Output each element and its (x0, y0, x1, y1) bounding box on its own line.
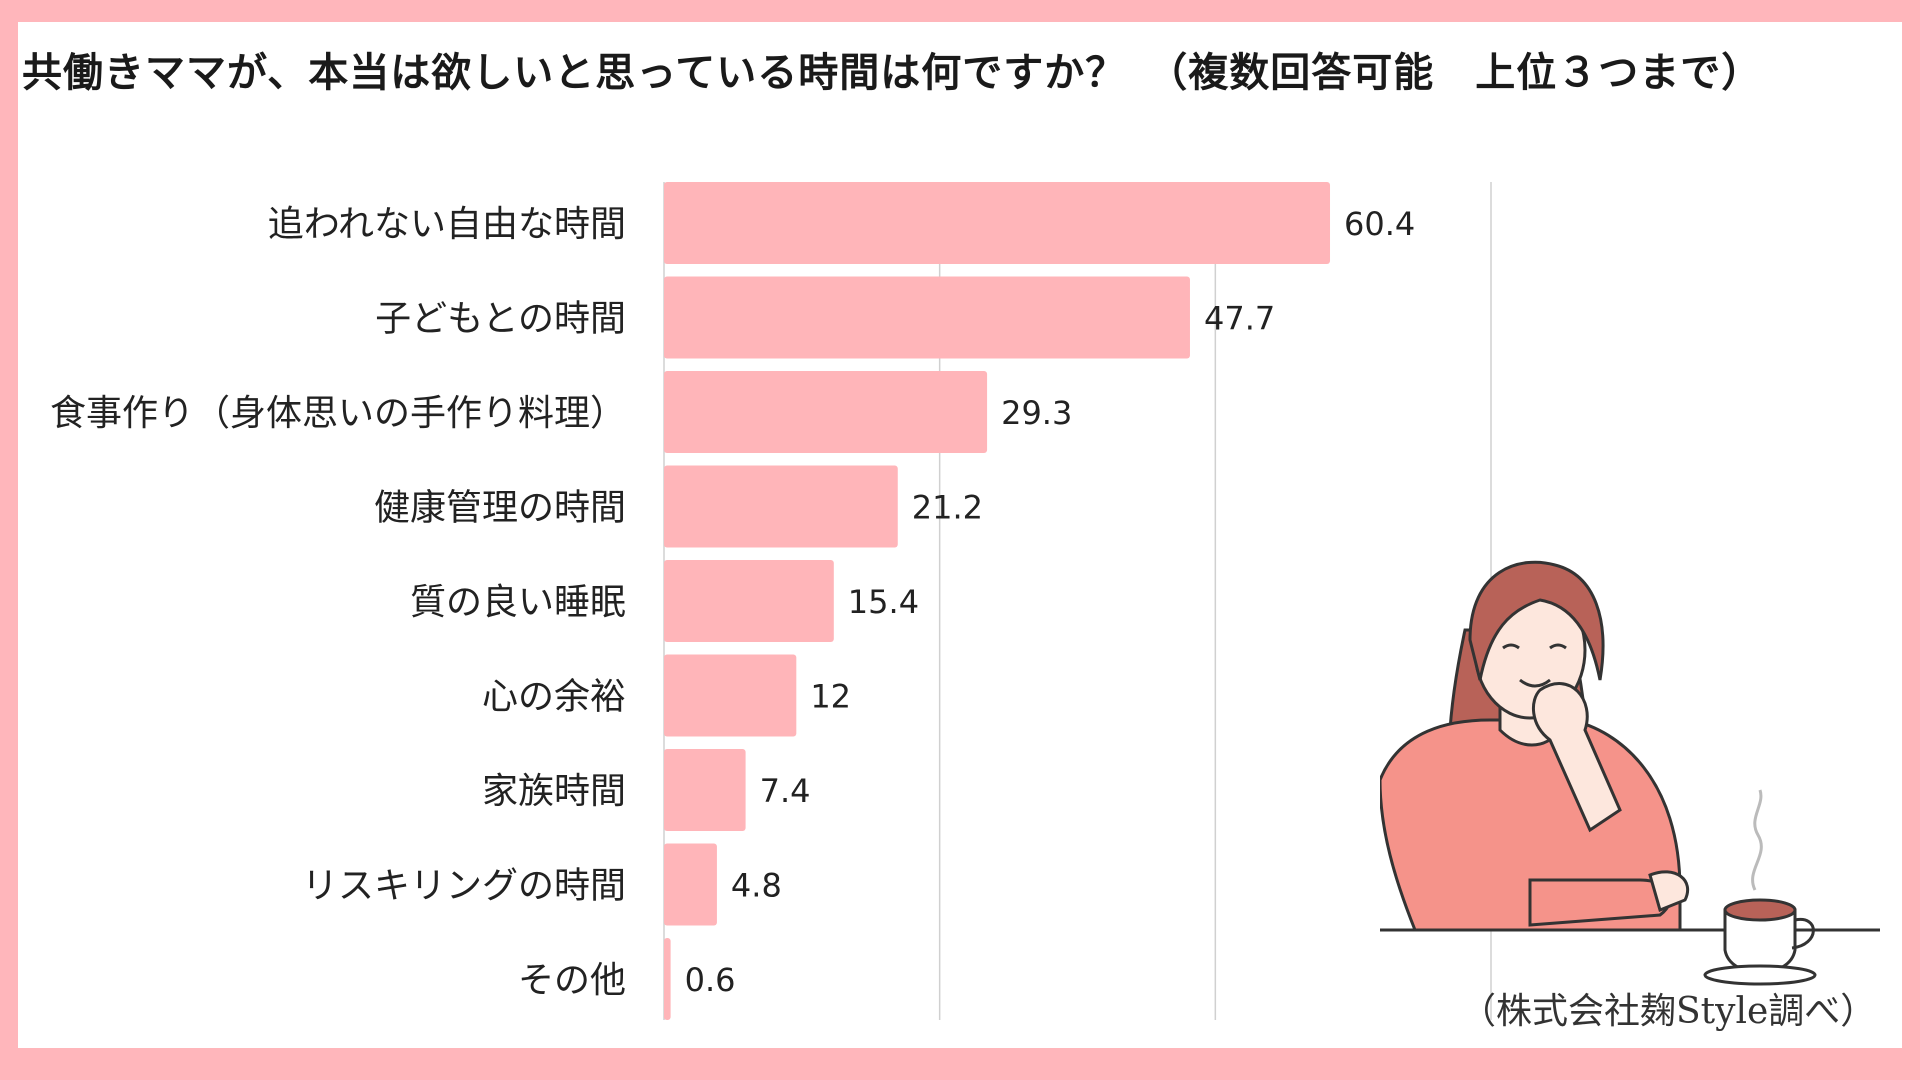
data-label: 7.4 (760, 772, 811, 810)
data-label: 47.7 (1204, 300, 1275, 338)
bar (664, 371, 988, 453)
data-label: 12 (810, 678, 851, 716)
chart-title: 共働きママが、本当は欲しいと思っている時間は何ですか？ （複数回答可能 上位３つ… (22, 50, 1763, 96)
data-label: 60.4 (1344, 205, 1415, 243)
category-label: その他 (518, 960, 626, 1001)
category-label: 家族時間 (482, 771, 626, 812)
bar (664, 654, 797, 737)
data-label: 4.8 (731, 867, 782, 905)
category-label: 健康管理の時間 (374, 488, 626, 529)
woman-with-coffee-illustration (1380, 560, 1880, 986)
bar (664, 749, 746, 831)
data-label: 15.4 (848, 583, 919, 621)
category-label: 追われない自由な時間 (268, 204, 626, 245)
bar (664, 276, 1190, 359)
bar (664, 938, 671, 1020)
bar (664, 182, 1331, 264)
bar (664, 843, 717, 926)
category-label: リスキリングの時間 (302, 866, 626, 907)
category-label: 食事作り（身体思いの手作り料理） (50, 393, 626, 434)
data-label: 0.6 (685, 961, 736, 999)
bar (664, 465, 898, 548)
bar (664, 560, 834, 642)
data-label: 29.3 (1001, 394, 1072, 432)
category-label: 質の良い睡眠 (410, 582, 626, 623)
category-label: 心の余裕 (482, 677, 626, 718)
source-note: （株式会社麹Style調べ） (1460, 991, 1877, 1032)
data-label: 21.2 (912, 489, 983, 527)
category-label: 子どもとの時間 (375, 299, 626, 340)
